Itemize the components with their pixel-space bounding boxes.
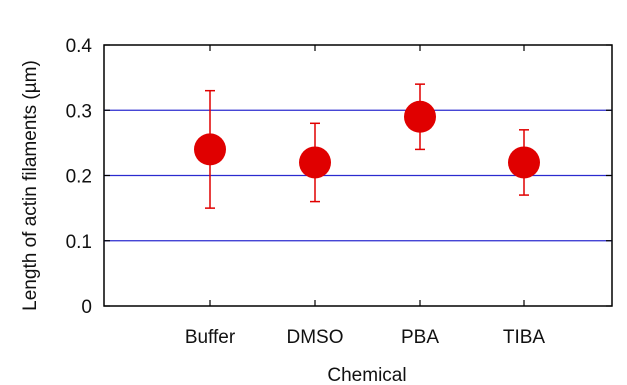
x-tick-label: DMSO xyxy=(287,327,344,348)
y-tick-label: 0.2 xyxy=(66,167,92,188)
data-point xyxy=(299,146,331,179)
data-points xyxy=(194,100,540,179)
y-ticks: 0 0.1 0.2 0.3 0.4 xyxy=(66,36,612,318)
y-tick-label: 0.4 xyxy=(66,36,93,57)
y-tick-label: 0 xyxy=(81,297,92,318)
x-tick-label: TIBA xyxy=(503,327,546,348)
y-tick-label: 0.3 xyxy=(66,101,92,122)
y-axis-title: Length of actin filaments (µm) xyxy=(20,60,41,311)
gridlines xyxy=(104,109,612,242)
y-tick-label: 0.1 xyxy=(66,232,92,253)
x-ticks: Buffer DMSO PBA TIBA xyxy=(185,45,546,348)
data-point xyxy=(194,133,226,166)
data-point xyxy=(508,146,540,179)
data-point xyxy=(404,100,436,133)
x-tick-label: Buffer xyxy=(185,327,236,348)
error-bars xyxy=(205,83,529,209)
x-tick-label: PBA xyxy=(401,327,439,348)
x-axis-title: Chemical xyxy=(327,365,406,385)
